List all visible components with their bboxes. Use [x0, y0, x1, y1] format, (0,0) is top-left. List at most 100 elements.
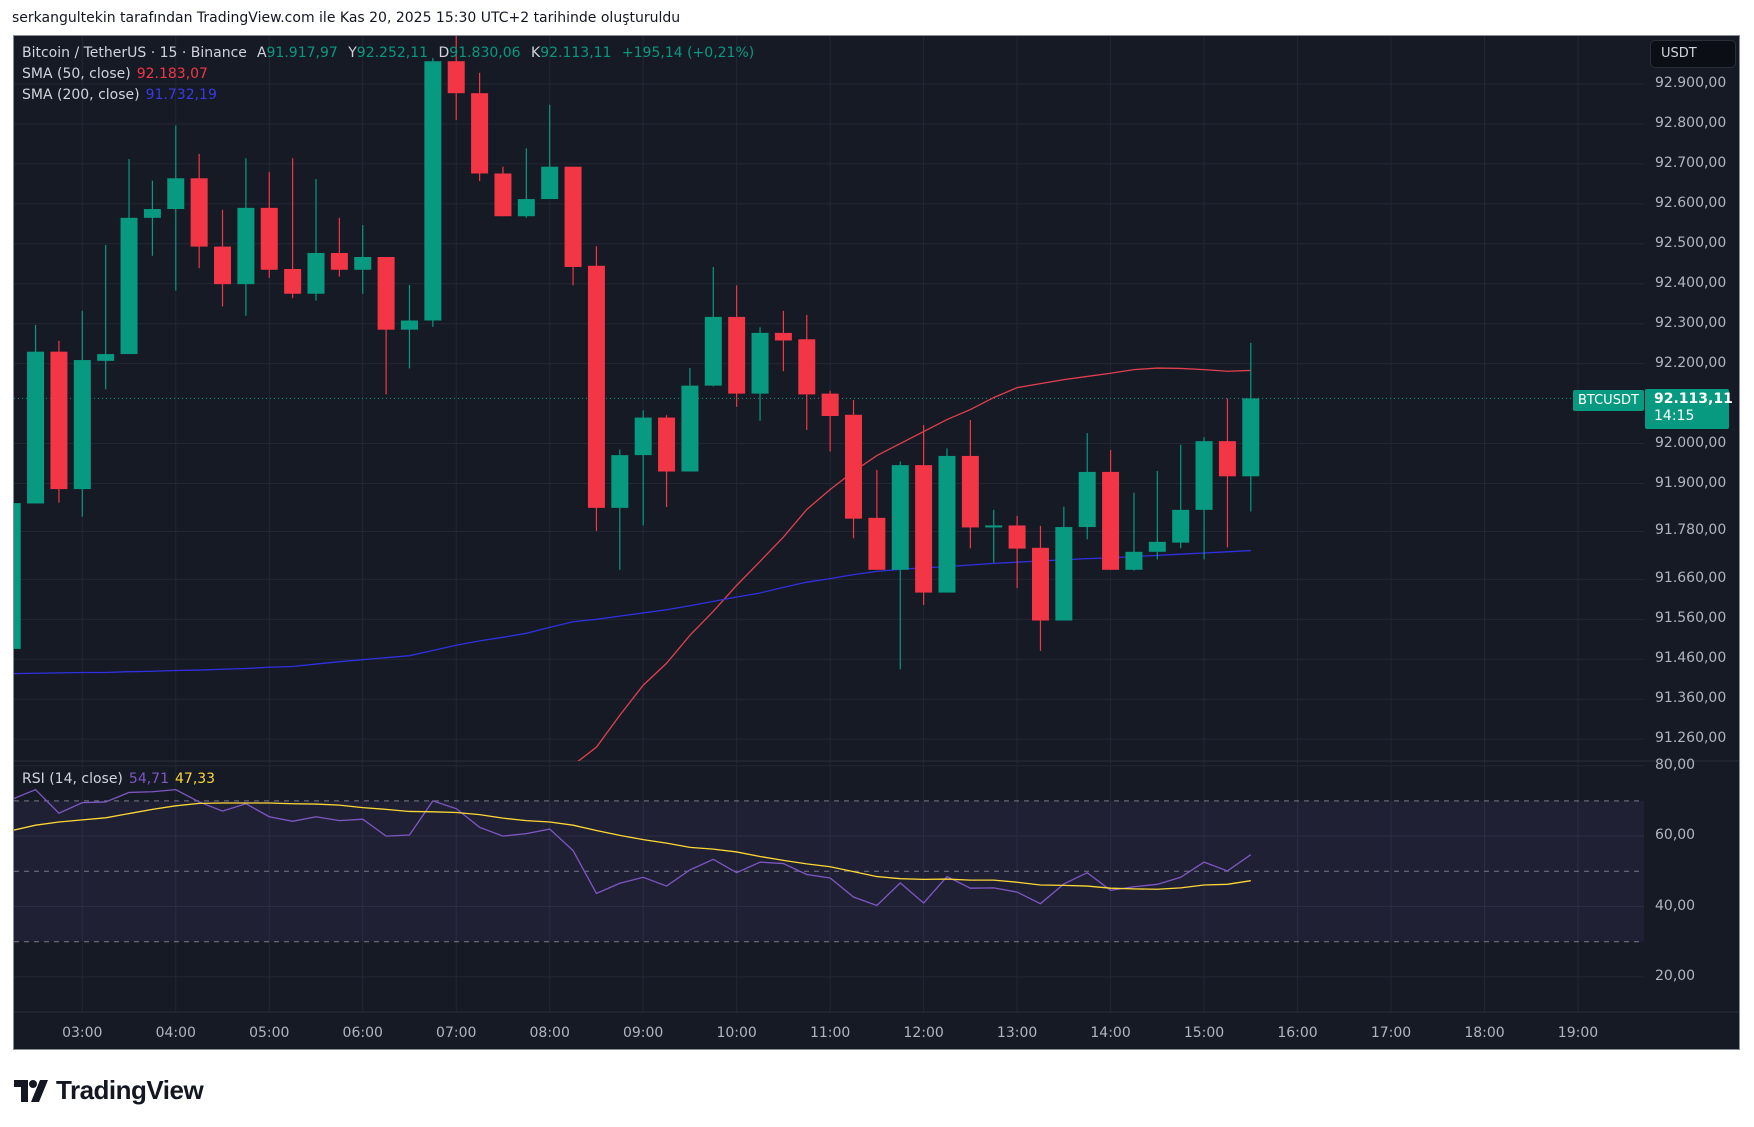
time-tick-label: 14:00 — [1090, 1025, 1131, 1041]
time-tick-label: 19:00 — [1557, 1025, 1599, 1041]
candle-body — [985, 525, 1003, 528]
tradingview-logo[interactable]: TradingView — [14, 1075, 204, 1106]
candle — [1218, 398, 1236, 548]
open-value: 91.917,97 — [266, 45, 338, 61]
candle-body — [143, 209, 161, 218]
candle — [1078, 433, 1096, 540]
candle-body — [1078, 471, 1096, 528]
rsi-ma-value: 47,33 — [175, 771, 216, 787]
candle-body — [1148, 541, 1166, 552]
rsi-tick-label: 40,00 — [1655, 897, 1696, 914]
price-tick-label: 91.360,00 — [1655, 690, 1727, 707]
candle — [1195, 437, 1213, 560]
candle-body — [961, 455, 979, 528]
candle — [97, 244, 115, 390]
candle — [471, 72, 489, 182]
rsi-ma-line — [14, 802, 1251, 890]
rsi-tick-label: 20,00 — [1655, 967, 1696, 984]
candle — [1242, 342, 1260, 512]
candle — [634, 410, 652, 526]
rsi-legend[interactable]: RSI (14, close) 54,71 47,33 — [22, 771, 221, 787]
candle — [564, 166, 582, 286]
rsi-label: RSI (14, close) — [22, 771, 123, 787]
brand-name: TradingView — [56, 1075, 204, 1105]
candle-body — [517, 199, 535, 217]
candle-body — [751, 332, 769, 394]
candle — [611, 449, 629, 570]
symbol-price-tag: BTCUSDT — [1573, 390, 1644, 411]
candle-body — [1008, 525, 1026, 549]
candle-body — [774, 332, 792, 341]
candle — [1148, 471, 1166, 560]
candle-body — [1102, 471, 1120, 570]
candle-body — [564, 166, 582, 267]
candle-body — [658, 417, 676, 472]
time-tick-label: 05:00 — [249, 1025, 290, 1041]
candle — [260, 171, 278, 278]
candle — [27, 324, 45, 504]
symbol-legend[interactable]: Bitcoin / TetherUS · 15 · Binance A91.917… — [22, 45, 760, 61]
candle-body — [14, 503, 21, 649]
currency-button[interactable]: USDT — [1650, 40, 1736, 68]
candle — [517, 148, 535, 218]
candle — [424, 58, 442, 327]
symbol-name: Bitcoin / TetherUS · 15 · Binance — [22, 45, 247, 61]
candle — [704, 266, 722, 387]
close-value: 92.113,11 — [540, 45, 612, 61]
time-tick-label: 04:00 — [155, 1025, 196, 1041]
price-tick-label: 92.600,00 — [1655, 194, 1727, 211]
candle-body — [704, 316, 722, 386]
candle-body — [611, 455, 629, 508]
candle-body — [821, 393, 839, 416]
candle — [1008, 515, 1026, 589]
time-tick-label: 17:00 — [1370, 1025, 1412, 1041]
candle — [587, 246, 605, 532]
candle — [120, 159, 138, 355]
last-price-tag: 92.113,11 14:15 — [1645, 389, 1733, 429]
sma200-legend[interactable]: SMA (200, close) 91.732,19 — [22, 87, 223, 103]
candle-body — [190, 178, 208, 247]
candle-body — [120, 217, 138, 355]
time-tick-label: 18:00 — [1464, 1025, 1505, 1041]
candle-body — [284, 268, 302, 294]
candle — [190, 153, 208, 269]
price-tick-label: 91.460,00 — [1655, 650, 1727, 667]
candle — [284, 158, 302, 299]
price-tick-label: 92.000,00 — [1655, 434, 1727, 451]
candle — [73, 310, 91, 517]
price-tick-label: 92.300,00 — [1655, 314, 1727, 331]
rsi-band — [14, 800, 1644, 943]
tradingview-logo-icon — [14, 1079, 48, 1102]
candle — [237, 158, 255, 316]
close-label: K — [531, 45, 541, 61]
candle — [1102, 449, 1120, 570]
candle — [658, 415, 676, 508]
candle-body — [634, 417, 652, 456]
candle — [1125, 492, 1143, 571]
candle — [868, 469, 886, 570]
candle-body — [237, 207, 255, 285]
price-tick-label: 91.660,00 — [1655, 570, 1727, 587]
candle — [915, 425, 933, 605]
candle-body — [73, 360, 91, 490]
candle-body — [728, 316, 746, 394]
time-tick-label: 10:00 — [716, 1025, 757, 1041]
candle — [798, 314, 816, 430]
time-tick-label: 07:00 — [436, 1025, 477, 1041]
candle — [143, 180, 161, 256]
sma50-legend[interactable]: SMA (50, close) 92.183,07 — [22, 66, 214, 82]
candle-body — [260, 207, 278, 270]
candle — [214, 209, 232, 307]
candle-body — [167, 178, 185, 210]
candle — [751, 327, 769, 421]
price-tick-label: 92.200,00 — [1655, 354, 1727, 371]
time-tick-label: 16:00 — [1277, 1025, 1318, 1041]
candle — [985, 509, 1003, 563]
candle — [354, 225, 372, 294]
rsi-tick-label: 60,00 — [1655, 827, 1696, 844]
low-label: D — [438, 45, 450, 61]
candle — [728, 285, 746, 407]
candle-body — [330, 252, 348, 270]
candle — [681, 368, 699, 472]
